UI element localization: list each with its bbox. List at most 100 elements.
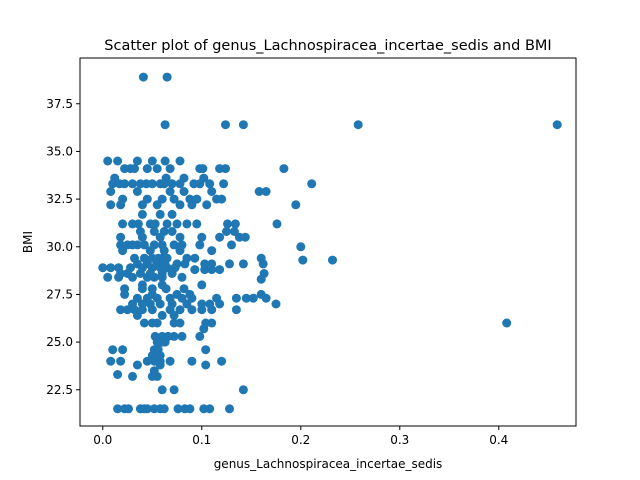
data-point	[552, 120, 562, 130]
data-point	[159, 246, 169, 256]
data-point	[207, 187, 217, 196]
data-point	[182, 219, 192, 229]
data-point	[221, 120, 230, 130]
data-point	[261, 293, 271, 303]
data-point	[116, 305, 126, 315]
data-point	[152, 318, 162, 328]
data-point	[114, 272, 124, 282]
data-point	[147, 179, 157, 189]
data-point	[132, 156, 142, 166]
data-point	[169, 310, 179, 320]
data-point	[165, 164, 175, 174]
data-point	[103, 272, 113, 282]
data-point	[198, 164, 208, 174]
data-point	[106, 187, 116, 196]
data-point	[298, 255, 308, 265]
data-point	[201, 360, 211, 370]
data-point	[169, 331, 179, 341]
data-point	[128, 179, 137, 189]
data-point	[108, 345, 118, 355]
x-tick-label: 0.4	[489, 433, 508, 447]
data-point	[159, 179, 169, 189]
data-point	[185, 404, 195, 414]
data-point	[258, 259, 268, 269]
data-point	[160, 120, 170, 130]
data-point	[147, 156, 157, 166]
data-point	[201, 345, 211, 355]
data-point	[256, 274, 266, 284]
data-point	[254, 187, 264, 196]
data-point	[207, 305, 217, 315]
data-point	[195, 240, 205, 250]
data-point	[172, 219, 182, 229]
data-point	[353, 120, 363, 130]
data-point	[160, 156, 170, 166]
data-point	[167, 227, 177, 236]
data-point	[162, 219, 172, 229]
data-point	[217, 194, 227, 204]
y-tick-label: 27.5	[46, 287, 73, 301]
data-point	[230, 219, 240, 229]
data-point	[106, 356, 116, 366]
data-point	[149, 272, 159, 282]
data-point	[207, 265, 217, 275]
data-point	[215, 265, 225, 275]
data-point	[145, 246, 155, 256]
data-point	[103, 156, 113, 166]
data-point	[192, 219, 202, 229]
data-point	[132, 240, 142, 250]
x-tick-label: 0.2	[291, 433, 310, 447]
data-point	[187, 305, 197, 315]
data-point	[175, 318, 185, 328]
data-point	[175, 200, 185, 210]
data-point	[142, 164, 152, 174]
data-point	[175, 156, 185, 166]
data-point	[155, 209, 165, 219]
data-point	[187, 356, 197, 366]
data-point	[135, 269, 145, 278]
data-point	[179, 187, 189, 196]
data-point	[139, 240, 149, 250]
data-point	[113, 156, 123, 166]
data-point	[207, 318, 217, 328]
data-point	[169, 194, 179, 204]
data-point	[248, 293, 258, 303]
data-point	[279, 164, 289, 174]
data-point	[152, 200, 162, 210]
data-point	[205, 179, 215, 189]
data-point	[238, 259, 248, 269]
data-point	[132, 310, 142, 320]
data-point	[197, 280, 207, 290]
data-point	[157, 272, 167, 282]
data-point	[106, 200, 116, 210]
data-point	[271, 299, 281, 309]
data-point	[215, 299, 225, 309]
data-point	[120, 289, 130, 299]
data-point	[187, 200, 197, 210]
data-point	[98, 263, 108, 273]
y-tick-label: 22.5	[46, 383, 73, 397]
data-point	[120, 179, 130, 189]
data-point	[124, 404, 133, 414]
data-point	[167, 209, 177, 219]
data-point	[221, 164, 230, 174]
data-point	[116, 200, 126, 210]
data-point	[133, 219, 143, 229]
data-point	[161, 284, 171, 294]
data-point	[132, 187, 142, 196]
data-point	[307, 179, 317, 189]
data-point	[190, 253, 200, 263]
data-point	[155, 299, 165, 309]
data-point	[223, 219, 232, 229]
data-point	[128, 371, 137, 381]
data-point	[160, 337, 170, 347]
data-point	[142, 356, 152, 366]
data-point	[157, 385, 167, 395]
data-point	[142, 404, 152, 414]
data-point	[231, 293, 241, 303]
data-point	[291, 200, 301, 210]
data-point	[195, 331, 205, 341]
data-point	[116, 232, 126, 242]
data-point	[113, 370, 123, 379]
